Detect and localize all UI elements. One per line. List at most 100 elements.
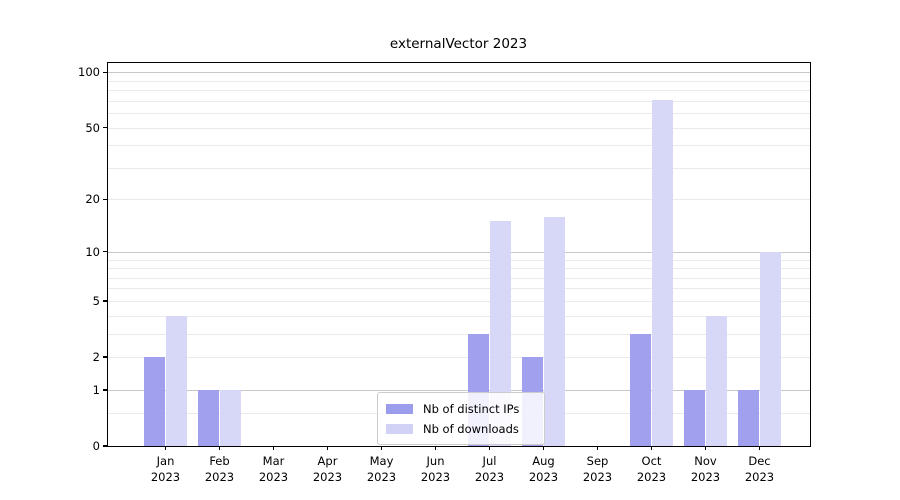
gridline-70 <box>108 100 810 102</box>
x-tick-year: 2023 <box>366 469 397 484</box>
x-tick-mark-jan <box>164 446 167 450</box>
gridline-40 <box>108 145 810 147</box>
gridline-100 <box>108 72 810 74</box>
y-tick-mark-100 <box>102 71 107 73</box>
bar-downloads-aug <box>543 216 566 446</box>
bar-downloads-jan <box>165 315 188 446</box>
x-tick-label-dec: Dec 2023 <box>730 454 790 485</box>
x-tick-label-sep: Sep 2023 <box>568 454 628 485</box>
bar-ips-oct <box>629 333 652 446</box>
legend-label-distinct-ips: Nb of distinct IPs <box>423 402 520 416</box>
x-tick-mark-jun <box>434 446 437 450</box>
legend-swatch-downloads <box>386 424 413 434</box>
x-tick-mark-sep <box>596 446 599 450</box>
x-tick-label-jul: Jul 2023 <box>460 454 520 485</box>
y-tick-mark-50 <box>102 126 107 129</box>
x-tick-mark-mar <box>272 446 275 450</box>
y-tick-label-20: 20 <box>85 192 100 207</box>
y-tick-mark-10 <box>102 251 107 253</box>
x-tick-month: Apr <box>317 454 338 468</box>
y-tick-mark-0 <box>102 445 107 447</box>
x-tick-mark-feb <box>218 446 221 450</box>
gridline-1 <box>108 389 810 391</box>
x-tick-year: 2023 <box>744 469 775 484</box>
x-tick-year: 2023 <box>204 469 235 484</box>
x-tick-label-mar: Mar 2023 <box>244 454 304 485</box>
x-tick-mark-dec <box>758 446 761 450</box>
gridline-20 <box>108 199 810 201</box>
x-tick-month: Feb <box>209 454 230 468</box>
x-tick-month: Mar <box>262 454 285 468</box>
x-tick-year: 2023 <box>582 469 613 484</box>
x-tick-year: 2023 <box>528 469 559 484</box>
gridline-30 <box>108 167 810 169</box>
x-tick-label-may: May 2023 <box>352 454 412 485</box>
y-tick-label-50: 50 <box>85 120 100 135</box>
x-tick-month: Oct <box>641 454 662 468</box>
legend-swatch-distinct-ips <box>386 404 413 414</box>
bar-downloads-dec <box>759 251 782 446</box>
x-tick-mark-oct <box>650 446 653 450</box>
gridline-80 <box>108 90 810 92</box>
x-tick-label-feb: Feb 2023 <box>190 454 250 485</box>
x-tick-year: 2023 <box>312 469 343 484</box>
x-tick-label-jun: Jun 2023 <box>406 454 466 485</box>
bar-downloads-jul <box>489 221 512 446</box>
x-tick-year: 2023 <box>420 469 451 484</box>
bar-ips-nov <box>683 389 706 446</box>
y-tick-label-1: 1 <box>92 382 100 397</box>
gridline-7 <box>108 277 810 279</box>
gridline-50 <box>108 127 810 129</box>
x-tick-month: Nov <box>694 454 717 468</box>
x-tick-label-oct: Oct 2023 <box>622 454 682 485</box>
y-tick-label-10: 10 <box>85 244 100 259</box>
bar-ips-jan <box>143 357 166 446</box>
gridline-2 <box>108 357 810 358</box>
y-tick-label-0: 0 <box>92 439 100 453</box>
x-tick-mark-may <box>380 446 383 450</box>
x-tick-month: Aug <box>532 454 555 468</box>
x-tick-mark-nov <box>704 446 707 450</box>
x-tick-month: Dec <box>748 454 771 468</box>
x-tick-mark-jul <box>488 446 491 450</box>
bar-downloads-nov <box>705 315 728 446</box>
plot-area: 100 50 20 10 5 2 1 0 Jan 2023 Feb 2023 Mar 2023 Apr 20… <box>78 62 811 484</box>
x-tick-mark-apr <box>326 446 329 450</box>
legend-item-downloads: Nb of downloads <box>386 419 536 439</box>
chart-title: externalVector 2023 <box>389 36 528 52</box>
x-tick-year: 2023 <box>150 469 181 484</box>
gridline-10 <box>108 251 810 253</box>
x-tick-month: May <box>369 454 394 468</box>
gridline-90 <box>108 80 810 82</box>
gridline-6 <box>108 288 810 290</box>
gridline-3 <box>108 333 810 335</box>
x-tick-label-apr: Apr 2023 <box>298 454 358 485</box>
x-tick-year: 2023 <box>636 469 667 484</box>
x-tick-month: Jun <box>426 454 445 468</box>
x-tick-label-aug: Aug 2023 <box>514 454 574 485</box>
y-tick-mark-1 <box>102 389 107 391</box>
y-tick-label-2: 2 <box>92 350 100 364</box>
gridline-9 <box>108 259 810 261</box>
gridline-5 <box>108 300 810 302</box>
y-tick-mark-20 <box>102 198 107 201</box>
bar-ips-feb <box>197 389 220 446</box>
x-tick-month: Jul <box>482 454 497 468</box>
gridline-60 <box>108 113 810 114</box>
x-tick-year: 2023 <box>258 469 289 484</box>
y-tick-label-100: 100 <box>78 65 100 80</box>
y-tick-label-5: 5 <box>92 293 100 308</box>
bar-downloads-oct <box>651 99 674 446</box>
x-tick-year: 2023 <box>690 469 721 484</box>
bar-downloads-feb <box>219 389 242 446</box>
x-tick-year: 2023 <box>474 469 505 484</box>
y-tick-mark-5 <box>102 300 107 302</box>
x-tick-label-nov: Nov 2023 <box>676 454 736 485</box>
x-tick-month: Sep <box>586 454 609 468</box>
bar-ips-dec <box>737 389 760 446</box>
x-tick-month: Jan <box>156 454 175 468</box>
x-tick-label-jan: Jan 2023 <box>136 454 196 485</box>
legend-label-downloads: Nb of downloads <box>423 422 519 436</box>
x-tick-mark-aug <box>542 446 545 450</box>
